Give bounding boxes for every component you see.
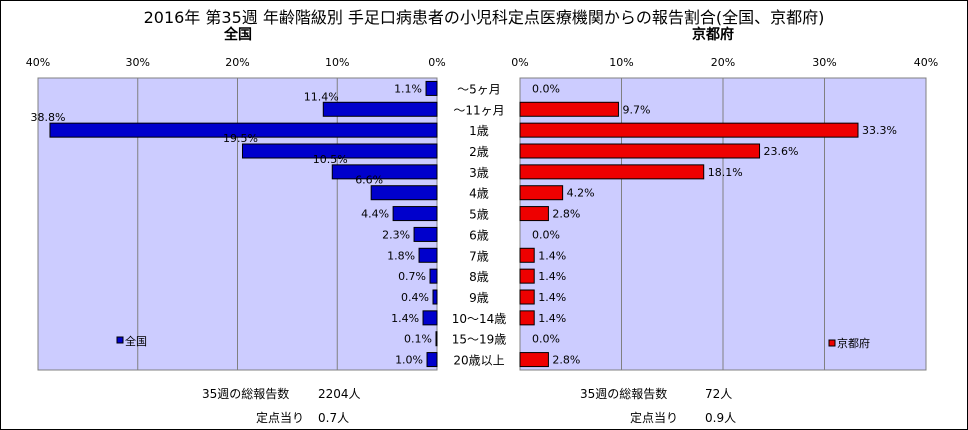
national-bar [426,352,438,368]
national-bar [49,122,438,138]
national-value-label: 38.8% [30,111,65,124]
national-value-label: 1.1% [394,82,422,95]
kyoto-bar [519,247,535,263]
kyoto-bar [519,268,535,284]
kyoto-bar [519,101,619,117]
kyoto-subtitle: 京都府 [692,27,734,43]
kyoto-bar [519,185,564,201]
kyoto-value-label: 1.4% [538,312,566,325]
kyoto-bar [519,289,535,305]
national-bar [422,310,438,326]
kyoto-per-label: 定点当り [630,411,679,425]
kyoto-value-label: 0.0% [532,333,560,346]
kyoto-value-label: 23.6% [764,145,799,158]
kyoto-bar [519,122,859,138]
kyoto-value-label: 1.4% [538,270,566,283]
national-value-label: 0.1% [404,333,432,346]
category-label: 15～19歳 [452,333,507,347]
national-tick-label: 30% [126,56,150,69]
national-value-label: 6.6% [355,174,383,187]
national-value-label: 1.0% [395,354,423,367]
national-total-value: 2204人 [318,387,361,401]
kyoto-value-label: 18.1% [708,166,743,179]
national-tick-label: 10% [325,56,349,69]
kyoto-value-label: 1.4% [538,249,566,262]
category-label: 4歳 [469,187,489,201]
kyoto-value-label: 0.0% [532,82,560,95]
kyoto-tick-label: 0% [511,56,528,69]
national-legend-label: 全国 [125,334,147,348]
kyoto-value-label: 1.4% [538,291,566,304]
national-bar [418,247,438,263]
kyoto-value-label: 4.2% [567,187,595,200]
kyoto-tick-label: 30% [812,56,836,69]
national-value-label: 2.3% [382,228,410,241]
national-value-label: 1.8% [387,249,415,262]
kyoto-value-label: 9.7% [622,103,650,116]
kyoto-per-value: 0.9人 [705,411,737,425]
kyoto-total-value: 72人 [705,387,733,401]
category-label: 20歳以上 [453,354,504,368]
national-bar [425,80,438,96]
national-bar [370,185,438,201]
kyoto-tick-label: 10% [609,56,633,69]
kyoto-bar [519,143,761,159]
national-bar [322,101,438,117]
category-label: 7歳 [469,249,489,263]
kyoto-bar [519,310,535,326]
category-label: 6歳 [469,228,489,242]
national-value-label: 1.4% [391,312,419,325]
national-bar [392,206,438,222]
kyoto-bar [519,206,549,222]
category-label: ～5ヶ月 [457,82,501,96]
category-label: 10～14歳 [452,312,507,326]
national-tick-label: 40% [26,56,50,69]
kyoto-bar [519,164,705,180]
national-legend-marker [116,336,124,344]
national-bar [429,268,438,284]
national-bar [241,143,438,159]
national-subtitle: 全国 [224,27,252,43]
national-tick-label: 20% [225,56,249,69]
national-per-label: 定点当り [256,411,305,425]
chart-title: 2016年 第35週 年齢階級別 手足口病患者の小児科定点医療機関からの報告割合… [143,8,825,27]
category-label: 8歳 [469,270,489,284]
national-value-label: 19.5% [223,132,258,145]
national-bar [432,289,438,305]
category-label: 1歳 [469,124,489,138]
national-value-label: 10.5% [313,153,348,166]
national-total-label: 35週の総報告数 [202,387,290,401]
national-tick-label: 0% [428,56,445,69]
kyoto-value-label: 2.8% [552,208,580,221]
kyoto-total-label: 35週の総報告数 [580,387,668,401]
category-label: 9歳 [469,291,489,305]
national-value-label: 11.4% [304,90,339,103]
kyoto-value-label: 33.3% [862,124,897,137]
national-value-label: 4.4% [361,208,389,221]
category-label: 2歳 [469,145,489,159]
national-bar [413,226,438,242]
kyoto-legend-label: 京都府 [837,336,870,350]
category-label: 5歳 [469,208,489,222]
national-per-value: 0.7人 [318,411,350,425]
kyoto-value-label: 2.8% [552,354,580,367]
kyoto-tick-label: 40% [914,56,938,69]
national-bar [331,164,438,180]
category-label: 3歳 [469,166,489,180]
kyoto-tick-label: 20% [711,56,735,69]
category-label: ～11ヶ月 [453,103,504,117]
kyoto-bar [519,352,549,368]
kyoto-legend-marker [828,339,836,347]
national-value-label: 0.4% [401,291,429,304]
national-bar [435,331,438,347]
national-value-label: 0.7% [398,270,426,283]
kyoto-value-label: 0.0% [532,228,560,241]
